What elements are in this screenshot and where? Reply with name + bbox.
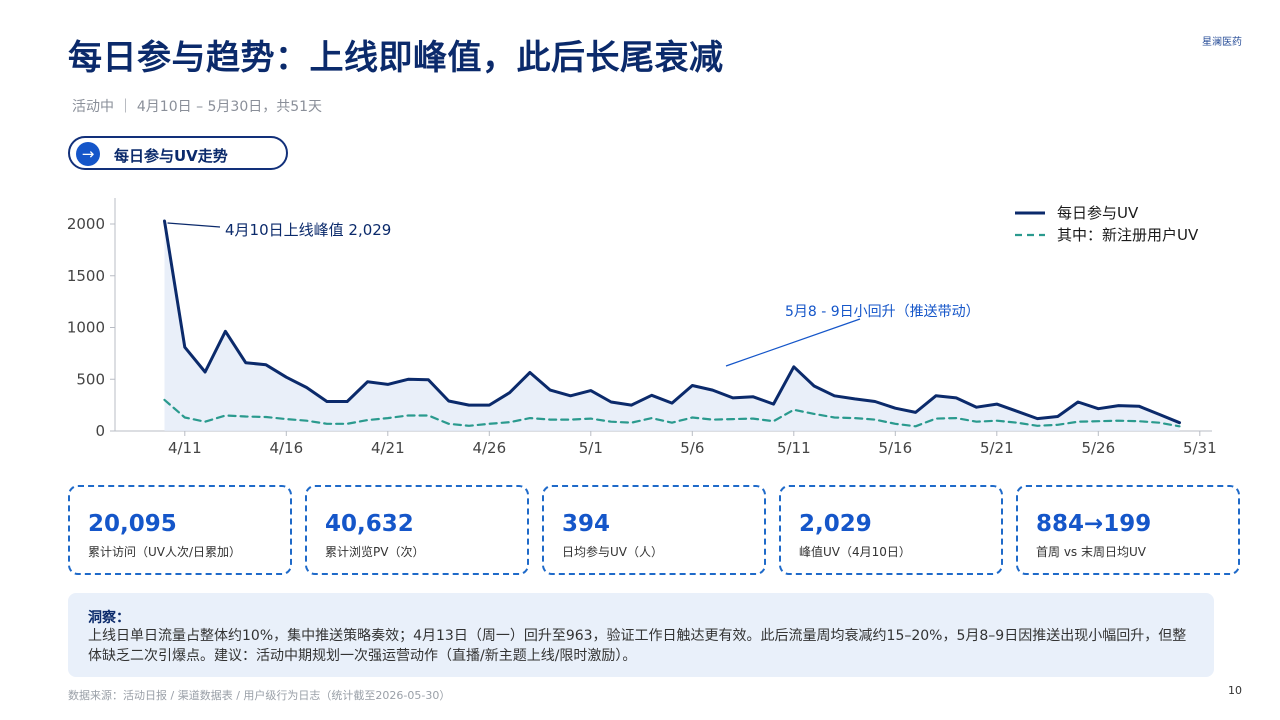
x-tick-label: 5/6 — [680, 439, 704, 457]
annotation-rebound: 5月8 - 9日小回升（推送带动） — [785, 304, 980, 320]
kpi-label: 峰值UV（4月10日） — [799, 545, 911, 559]
kpi-card-week-compare: 884→199 首周 vs 末周日均UV — [1016, 485, 1240, 575]
kpi-card-total-uv: 20,095 累计访问（UV人次/日累加） — [68, 485, 292, 575]
insight-text: 上线日单日流量占整体约10%，集中推送策略奏效；4月13日（周一）回升至963，… — [88, 628, 1187, 664]
kpi-value: 394 — [562, 511, 611, 537]
y-tick-label: 500 — [76, 370, 105, 388]
kpi-label: 首周 vs 末周日均UV — [1036, 545, 1146, 559]
insight-box: 洞察： 上线日单日流量占整体约10%，集中推送策略奏效；4月13日（周一）回升至… — [68, 593, 1214, 677]
x-tick-label: 4/11 — [168, 439, 202, 457]
insight-heading: 洞察： — [88, 610, 130, 626]
annotation-leader-rebound — [725, 318, 861, 367]
x-tick-label: 5/21 — [980, 439, 1014, 457]
y-tick-label: 1500 — [67, 267, 105, 285]
x-tick-label: 4/21 — [371, 439, 405, 457]
section-pill: → 每日参与UV走势 — [68, 136, 288, 170]
kpi-label: 累计访问（UV人次/日累加） — [88, 545, 242, 559]
y-tick-label: 2000 — [67, 215, 105, 233]
series-area-0 — [164, 221, 1180, 431]
kpi-label: 累计浏览PV（次） — [325, 545, 425, 559]
y-tick-label: 1000 — [67, 319, 105, 337]
series-line-new-users — [163, 398, 1181, 428]
kpi-value: 20,095 — [88, 511, 177, 537]
kpi-card-daily-avg: 394 日均参与UV（人） — [542, 485, 766, 575]
series-line-daily-uv — [163, 219, 1181, 425]
page-title: 每日参与趋势：上线即峰值，此后长尾衰减 — [68, 38, 724, 78]
kpi-card-total-pv: 40,632 累计浏览PV（次） — [305, 485, 529, 575]
y-tick-label: 0 — [95, 422, 105, 440]
legend-label: 每日参与UV — [1057, 204, 1139, 222]
annotation-peak: 4月10日上线峰值 2,029 — [225, 221, 391, 239]
x-tick-label: 5/26 — [1081, 439, 1115, 457]
kpi-value: 884→199 — [1036, 511, 1152, 537]
x-tick-label: 5/16 — [878, 439, 912, 457]
x-tick-label: 5/1 — [579, 439, 603, 457]
annotation-leader-peak — [167, 222, 221, 228]
section-label: 每日参与UV走势 — [114, 147, 228, 165]
kpi-card-peak: 2,029 峰值UV（4月10日） — [779, 485, 1003, 575]
data-source-note: 数据来源：活动日报 / 渠道数据表 / 用户级行为日志（统计截至2026-05-… — [68, 689, 451, 702]
page-number: 10 — [1228, 684, 1242, 697]
x-tick-label: 4/26 — [472, 439, 506, 457]
brand-name: 星澜医药 — [1202, 37, 1242, 48]
x-tick-label: 5/11 — [777, 439, 811, 457]
kpi-value: 2,029 — [799, 511, 872, 537]
legend-label: 其中：新注册用户UV — [1057, 226, 1199, 244]
x-tick-label: 4/16 — [269, 439, 303, 457]
daily-uv-chart: 0 500 1000 1500 2000 4/11 4/16 4/21 4/26 5/1 5/6 5/… — [67, 198, 1217, 457]
kpi-label: 日均参与UV（人） — [562, 545, 663, 559]
page-subtitle: 活动中 ｜ 4月10日 – 5月30日，共51天 — [72, 99, 323, 115]
x-tick-label: 5/31 — [1183, 439, 1217, 457]
kpi-value: 40,632 — [325, 511, 414, 537]
arrow-right-icon: → — [76, 142, 100, 166]
